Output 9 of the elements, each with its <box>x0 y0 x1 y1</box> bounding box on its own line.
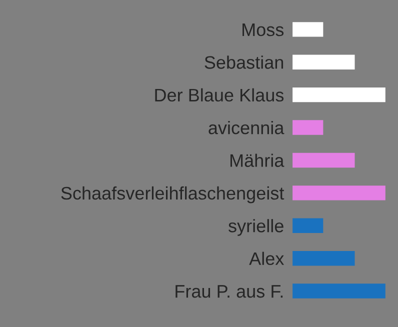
y-tick-label: syrielle <box>228 219 284 236</box>
y-tick-label: Schaafsverleihflaschengeist <box>61 186 284 204</box>
y-tick-label: Frau P. aus F. <box>176 285 283 298</box>
y-tick-label: Mähria <box>230 154 284 167</box>
y-tick-label: Moss <box>242 24 284 36</box>
y-tick-label: avicennia <box>208 120 284 134</box>
y-tick-label: Alex <box>249 252 284 266</box>
y-tick-label: Der Blaue Klaus <box>155 88 284 102</box>
y-tick-label: Sebastian <box>204 56 284 69</box>
